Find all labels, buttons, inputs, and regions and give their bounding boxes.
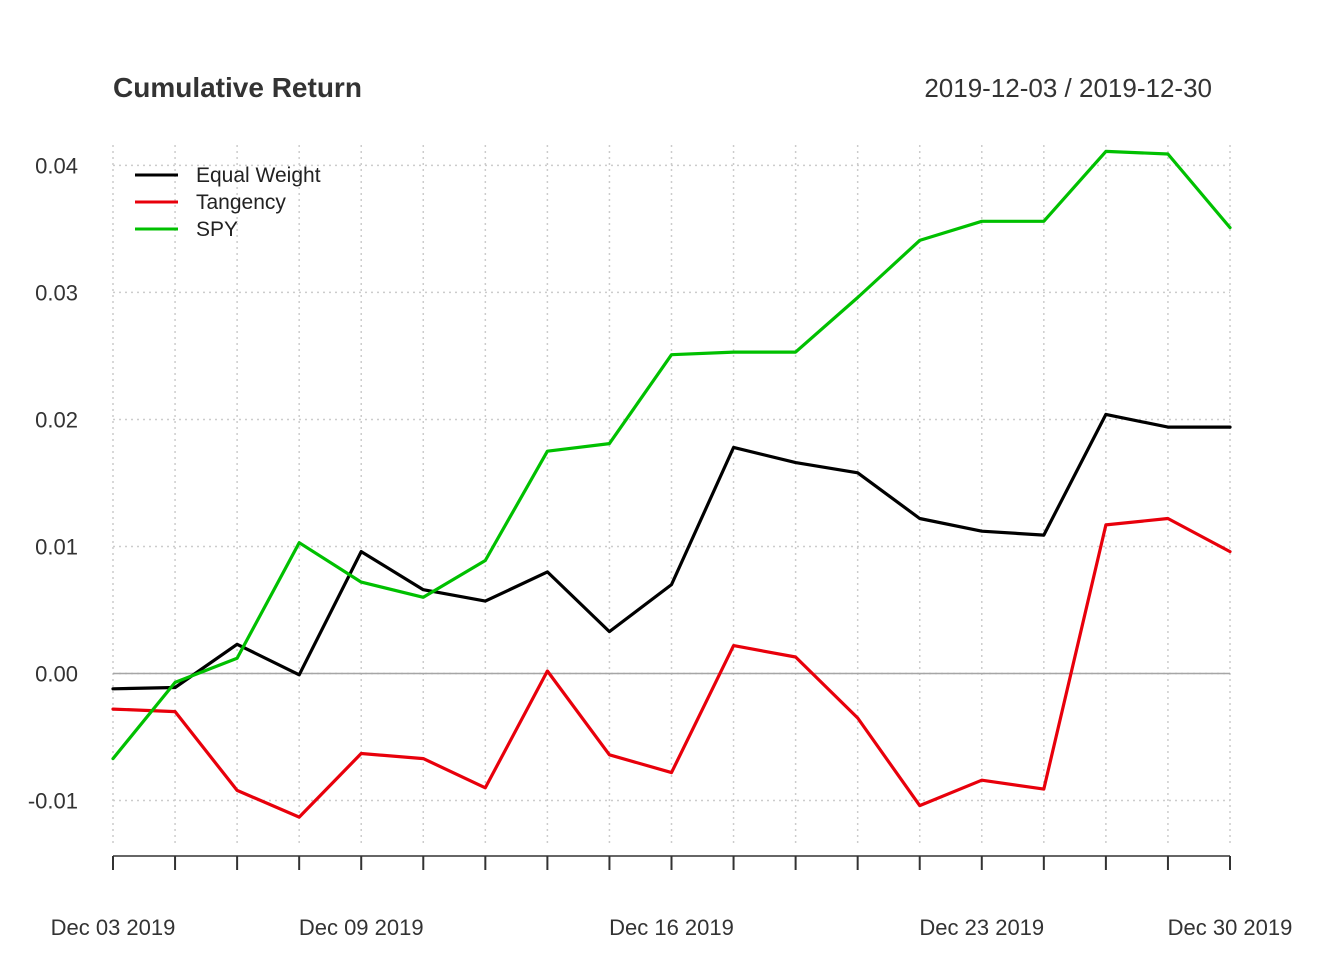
legend-item-spy: SPY [135, 218, 238, 241]
y-tick-label: 0.04 [35, 153, 78, 178]
legend: Equal Weight Tangency SPY [135, 164, 321, 241]
x-axis: Dec 03 2019 Dec 09 2019 Dec 16 2019 Dec 23 … [51, 855, 1293, 940]
y-axis: -0.01 0.00 0.01 0.02 0.03 0.04 [28, 153, 78, 813]
x-tick-label: Dec 09 2019 [299, 915, 424, 940]
y-tick-label: 0.03 [35, 280, 78, 305]
x-tick-label: Dec 30 2019 [1168, 915, 1293, 940]
y-tick-label: -0.01 [28, 789, 78, 814]
legend-item-tangency: Tangency [135, 191, 286, 214]
x-tick-label: Dec 16 2019 [609, 915, 734, 940]
date-range-label: 2019-12-03 / 2019-12-30 [924, 73, 1212, 103]
y-tick-label: 0.01 [35, 534, 78, 559]
legend-label-tangency: Tangency [196, 191, 286, 214]
x-tick-label: Dec 23 2019 [919, 915, 1044, 940]
y-tick-label: 0.00 [35, 662, 78, 687]
legend-label-equal-weight: Equal Weight [196, 164, 321, 187]
y-tick-label: 0.02 [35, 407, 78, 432]
legend-label-spy: SPY [196, 218, 238, 241]
x-tick-label: Dec 03 2019 [51, 915, 176, 940]
series-line-equal-weight [111, 412, 1232, 691]
series-lines [111, 149, 1232, 819]
series-line-tangency [111, 516, 1232, 819]
chart-title: Cumulative Return [113, 72, 362, 103]
legend-item-equal-weight: Equal Weight [135, 164, 321, 187]
series-line-spy [111, 149, 1232, 761]
grid [112, 145, 1231, 845]
